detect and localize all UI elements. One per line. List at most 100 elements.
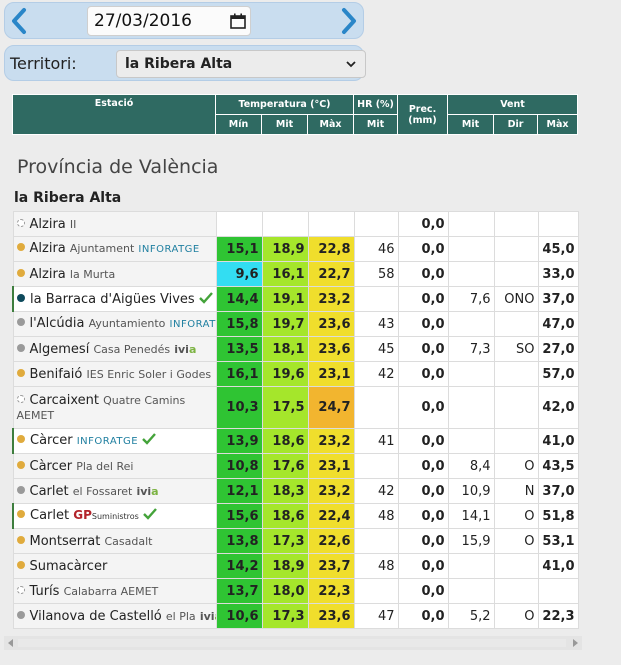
station-name[interactable]: l'Alcúdia	[29, 316, 85, 331]
station-name[interactable]: Benifaió	[29, 366, 83, 382]
station-name-cell[interactable]: Càrcer INFORATGE	[12, 428, 217, 454]
col-temp-min[interactable]: Mín	[215, 114, 262, 135]
region-title: la Ribera Alta	[14, 190, 122, 206]
station-name[interactable]: Alzira	[29, 216, 66, 232]
table-row[interactable]: Benifaió IES Enric Soler i Godes 16,1 19,6…	[12, 361, 579, 387]
station-name-cell[interactable]: Alzira Ajuntament INFORATGE	[12, 236, 217, 262]
col-hr[interactable]: HR (%)	[353, 94, 399, 115]
humidity-cell: 46	[353, 236, 399, 262]
table-row[interactable]: Alzira Ajuntament INFORATGE 15,1 18,9 22,8 4…	[12, 236, 579, 262]
ivia-logo: ivia	[199, 609, 215, 623]
station-name-cell[interactable]: Vilanova de Castelló el Pla ivia	[12, 603, 217, 629]
station-name[interactable]: Alzira	[29, 241, 66, 256]
ivia-logo-accent: a	[151, 484, 159, 498]
prev-day-arrow-icon[interactable]	[5, 6, 33, 36]
territory-select[interactable]: la Ribera Alta	[116, 50, 366, 78]
station-name[interactable]: Turís	[29, 583, 60, 599]
temp-max-cell: 23,6	[307, 311, 355, 337]
station-name-cell[interactable]: Alzira la Murta	[12, 261, 217, 287]
col-vent-mit[interactable]: Mit	[447, 114, 495, 135]
precipitation-cell: 0,0	[397, 361, 449, 387]
table-row[interactable]: Carlet el Fossaret ivia 12,1 18,3 23,2 42 0,0…	[12, 478, 579, 504]
station-name-cell[interactable]: Sumacàrcer	[12, 553, 217, 579]
station-name[interactable]: Algemesí	[29, 341, 90, 357]
station-type-dot	[16, 560, 25, 569]
station-name-cell[interactable]: Carlet el Fossaret ivia	[12, 478, 217, 504]
horizontal-scrollbar[interactable]	[4, 636, 582, 650]
station-name-cell[interactable]: Benifaió IES Enric Soler i Godes	[12, 361, 217, 387]
station-name-cell[interactable]: l'Alcúdia Ayuntamiento INFORATGE	[12, 311, 217, 337]
col-vent[interactable]: Vent	[447, 94, 579, 115]
station-name-cell[interactable]: la Barraca d'Aigües Vives	[12, 286, 217, 312]
temp-max-cell: 22,8	[307, 236, 355, 262]
station-name[interactable]: Sumacàrcer	[29, 558, 108, 574]
station-name[interactable]: Carlet	[29, 483, 69, 499]
station-name[interactable]: Carcaixent	[29, 392, 99, 408]
col-temperatura[interactable]: Temperatura (°C)	[214, 94, 355, 115]
temp-min-cell: 13,5	[215, 336, 263, 362]
temp-min-cell	[215, 211, 263, 237]
col-vent-dir[interactable]: Dir	[493, 114, 539, 135]
station-name-cell[interactable]: Alzira II	[12, 211, 217, 237]
col-estacio[interactable]: Estació	[12, 94, 216, 135]
temp-max-cell: 22,7	[307, 261, 355, 287]
wind-dir-cell	[493, 361, 539, 387]
humidity-cell: 41	[353, 428, 399, 454]
table-row[interactable]: l'Alcúdia Ayuntamiento INFORATGE15,819,7…	[12, 311, 579, 337]
temp-max-cell: 22,3	[307, 578, 355, 604]
table-row[interactable]: Alzira II 0,0	[12, 211, 579, 237]
scroll-left-icon[interactable]	[7, 639, 15, 647]
station-name[interactable]: Càrcer	[29, 458, 73, 474]
temp-min-cell: 14,4	[215, 286, 263, 312]
precipitation-cell: 0,0	[397, 236, 449, 262]
station-name-cell[interactable]: Carcaixent Quatre Camins AEMET	[12, 386, 217, 429]
table-row[interactable]: la Barraca d'Aigües Vives 14,4 19,1 23,2 0,0…	[12, 286, 579, 312]
scroll-right-icon[interactable]	[571, 639, 579, 647]
station-name[interactable]: Càrcer	[30, 433, 73, 448]
ivia-logo-text: ivi	[199, 609, 215, 623]
station-sublabel: Calabarra AEMET	[63, 584, 159, 598]
station-name[interactable]: Montserrat	[29, 533, 101, 549]
date-input[interactable]: 27/03/2016	[87, 6, 251, 36]
wind-dir-cell: ONO	[493, 286, 539, 312]
temp-mit-cell	[261, 211, 309, 237]
table-row[interactable]: Algemesí Casa Penedés ivia 13,5 18,1 23,6 45…	[12, 336, 579, 362]
temp-min-cell: 10,3	[215, 386, 263, 429]
table-row[interactable]: Turís Calabarra AEMET 13,7 18,0 22,3 0,0	[12, 578, 579, 604]
wind-dir-cell	[493, 578, 539, 604]
station-name-cell[interactable]: Turís Calabarra AEMET	[12, 578, 217, 604]
scrollbar-thumb[interactable]	[18, 639, 566, 647]
wind-mit-cell	[447, 386, 495, 429]
next-day-arrow-icon[interactable]	[335, 6, 363, 36]
calendar-icon[interactable]	[230, 13, 246, 29]
wind-dir-cell	[493, 211, 539, 237]
col-prec[interactable]: Prec. (mm)	[397, 94, 449, 135]
date-value: 27/03/2016	[94, 11, 192, 31]
wind-dir-cell: SO	[493, 336, 539, 362]
station-name-cell[interactable]: Algemesí Casa Penedés ivia	[12, 336, 217, 362]
station-name-cell[interactable]: Carlet GPSuministros	[12, 503, 217, 529]
station-name-cell[interactable]: Càrcer Pla del Rei	[12, 453, 217, 479]
col-vent-max[interactable]: Màx	[537, 114, 579, 135]
wind-mit-cell	[447, 236, 495, 262]
table-row[interactable]: Montserrat Casadalt 13,8 17,3 22,6 0,0 15,9 O 5…	[12, 528, 579, 554]
precipitation-cell: 0,0	[397, 603, 449, 629]
col-temp-max[interactable]: Màx	[306, 114, 355, 135]
wind-mit-cell	[447, 261, 495, 287]
station-name-cell[interactable]: Montserrat Casadalt	[12, 528, 217, 554]
table-row[interactable]: Càrcer Pla del Rei 10,8 17,6 23,1 0,0 8,4 O 43,…	[12, 453, 579, 479]
col-temp-mit[interactable]: Mit	[261, 114, 308, 135]
table-row[interactable]: Alzira la Murta 9,6 16,1 22,7 58 0,0 33,0	[12, 261, 579, 287]
table-row[interactable]: Vilanova de Castelló el Pla ivia10,617,3…	[12, 603, 579, 629]
station-name[interactable]: Alzira	[29, 266, 66, 282]
table-row[interactable]: Càrcer INFORATGE 13,9 18,6 23,2 41 0,0 41,0	[12, 428, 579, 454]
table-row[interactable]: Carcaixent Quatre Camins AEMET 10,3 17,5 24…	[12, 386, 579, 429]
table-row[interactable]: Carlet GPSuministros 15,6 18,6 22,4 48 0,0 14,…	[12, 503, 579, 529]
col-hr-mit[interactable]: Mit	[353, 114, 399, 135]
table-row[interactable]: Sumacàrcer 14,2 18,9 23,7 48 0,0 41,0	[12, 553, 579, 579]
wind-max-cell: 42,0	[537, 386, 579, 429]
station-name[interactable]: la Barraca d'Aigües Vives	[30, 291, 195, 307]
station-name[interactable]: Carlet	[30, 508, 70, 523]
temp-mit-cell: 17,5	[261, 386, 309, 429]
station-name[interactable]: Vilanova de Castelló	[29, 608, 162, 624]
